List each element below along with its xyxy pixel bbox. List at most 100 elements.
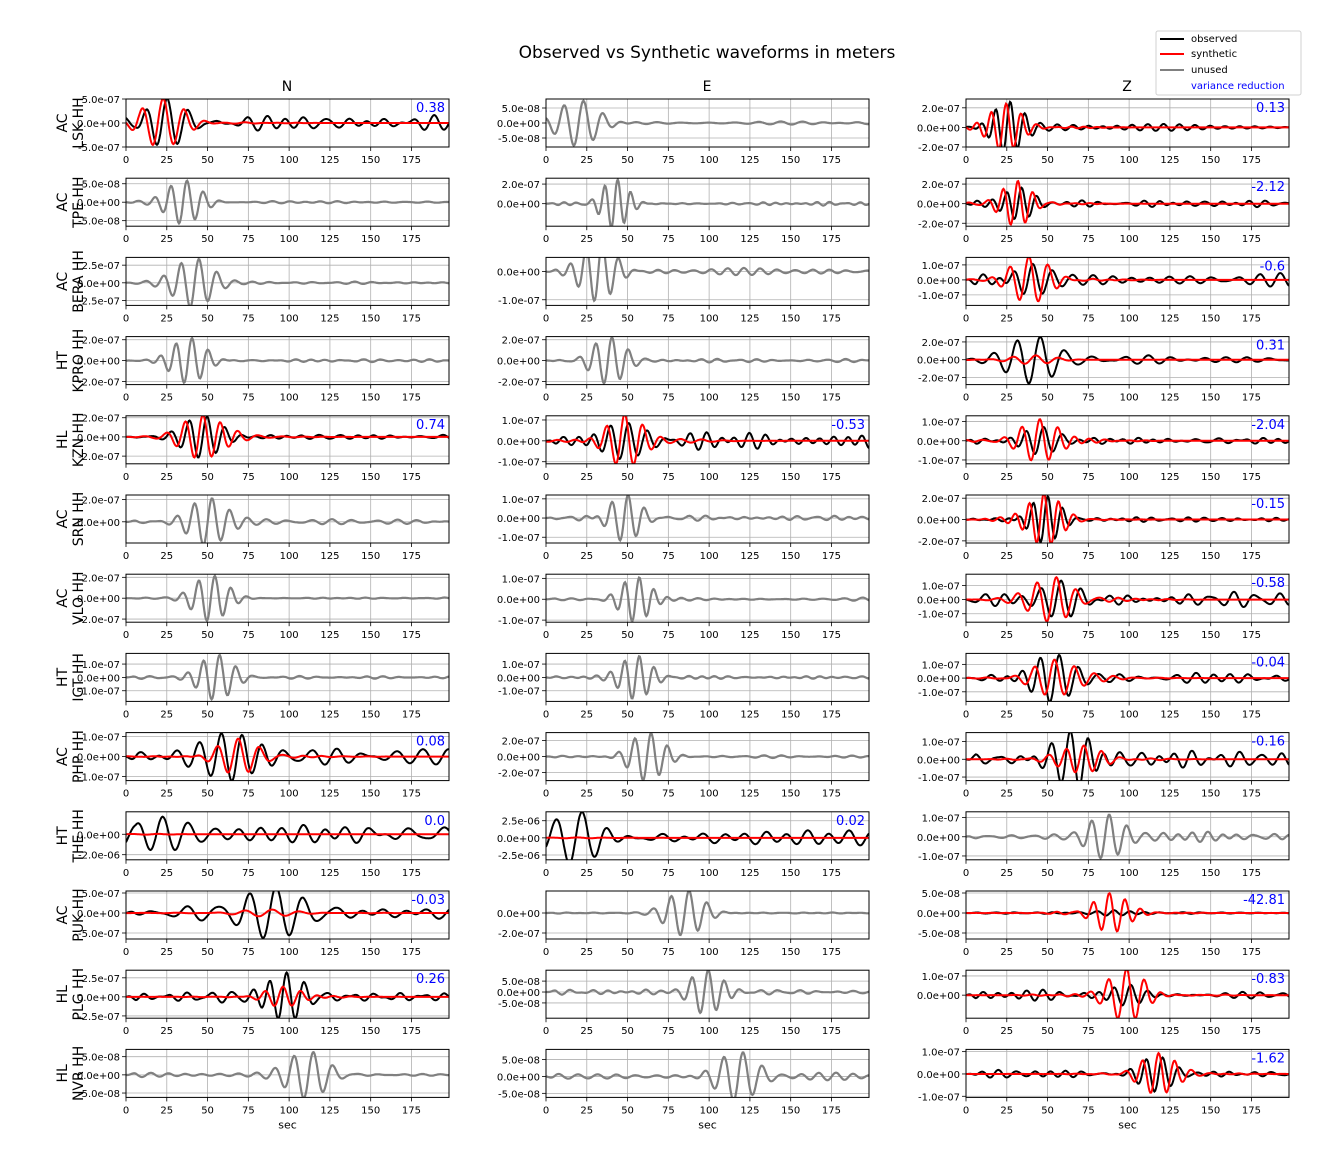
legend-label-observed: observed (1191, 34, 1237, 45)
y-tick-label: -5.0e-08 (498, 134, 540, 145)
x-tick-label: 50 (621, 393, 634, 404)
x-tick-label: 175 (822, 155, 841, 166)
x-tick-label: 75 (662, 393, 675, 404)
x-tick-label: 175 (1242, 1105, 1261, 1116)
x-tick-label: 150 (361, 630, 380, 641)
x-tick-label: 125 (320, 472, 339, 483)
x-tick-label: 50 (201, 472, 214, 483)
station-label: ACLSK HH (55, 97, 87, 148)
panel-frame (125, 732, 450, 782)
x-tick-label: 125 (1160, 789, 1179, 800)
x-tick-label: 0 (963, 1026, 969, 1037)
x-tick-label: 150 (1201, 1105, 1220, 1116)
waveform-panel: 0 25 50 75 100 125 150 175 -1.0e-07 0.0e+00 1.0e-0… (917, 573, 1290, 641)
station-label: HLKZN HH (55, 412, 87, 467)
y-tick-label: -2.0e-07 (918, 143, 960, 154)
x-tick-label: 0 (543, 313, 549, 324)
x-tick-label: 175 (822, 868, 841, 879)
x-tick-label: 50 (201, 789, 214, 800)
panel-frame (965, 336, 1290, 386)
x-tick-label: 25 (160, 393, 173, 404)
y-tick-label: 2.0e-07 (922, 494, 960, 505)
x-tick-label: 175 (1242, 868, 1261, 879)
x-tick-label: 175 (822, 1026, 841, 1037)
y-tick-label: 0.0e+00 (917, 991, 960, 1002)
y-tick-label: 0.0e+00 (497, 514, 540, 525)
x-tick-label: 150 (1201, 709, 1220, 720)
x-tick-label: 100 (280, 868, 299, 879)
waveform-panel: 0 25 50 75 100 125 150 175 -2.5e-06 0.0e+00 2.5e-0… (497, 811, 870, 879)
panel-frame (125, 573, 450, 623)
x-tick-label: 175 (402, 313, 421, 324)
x-tick-label: 0 (963, 155, 969, 166)
panel-frame (125, 98, 450, 148)
x-tick-label: 75 (662, 947, 675, 958)
panel-frame (965, 573, 1290, 623)
x-tick-label: 50 (1041, 947, 1054, 958)
y-tick-label: -2.5e-07 (78, 1012, 120, 1023)
x-tick-label: 25 (160, 1026, 173, 1037)
synthetic-trace (126, 415, 449, 459)
x-tick-label: 75 (242, 472, 255, 483)
y-tick-label: 5.0e-08 (82, 180, 120, 191)
synthetic-trace (966, 576, 1289, 623)
x-tick-label: 75 (242, 234, 255, 245)
y-tick-label: -1.0e-07 (498, 533, 540, 544)
x-tick-label: 125 (740, 393, 759, 404)
panel-background (966, 574, 1289, 623)
x-tick-label: 75 (1082, 1026, 1095, 1037)
x-tick-label: 100 (280, 313, 299, 324)
x-tick-label: 125 (1160, 155, 1179, 166)
y-tick-label: 0.0e+00 (917, 200, 960, 211)
x-tick-label: 25 (160, 472, 173, 483)
x-tick-label: 175 (822, 551, 841, 562)
y-tick-label: 0.0e+00 (917, 596, 960, 607)
panel-background (966, 257, 1289, 306)
y-tick-label: 0.0e+00 (77, 518, 120, 529)
column-title-n: N (282, 79, 292, 95)
x-tick-label: 50 (201, 1105, 214, 1116)
waveform-panel: 0 25 50 75 100 125 150 175 -2.5e-07 0.0e+00 2.5e-0… (77, 256, 450, 324)
waveform-panel: 0 25 50 75 100 125 150 175 -1.0e-07 0.0e+00 1.0e-0… (917, 652, 1290, 720)
variance-reduction-value: -42.81 (1243, 893, 1285, 908)
panel-frame (965, 1048, 1290, 1098)
panel-frame (965, 732, 1290, 782)
variance-reduction-value: 0.26 (416, 972, 445, 987)
station-network: HL (55, 430, 71, 449)
x-tick-label: 125 (740, 1026, 759, 1037)
panel-frame (125, 811, 450, 861)
panel-background (966, 732, 1289, 781)
unused-trace (126, 1050, 449, 1098)
waveform-panel: 0 25 50 75 100 125 150 175 -2.0e-07 0.0e+00 2.0e-0… (77, 414, 450, 483)
unused-trace (546, 891, 869, 937)
x-tick-label: 25 (580, 789, 593, 800)
x-tick-label: 25 (160, 155, 173, 166)
x-tick-label: 175 (402, 868, 421, 879)
panel-frame (545, 256, 870, 306)
y-tick-label: -1.0e-07 (918, 291, 960, 302)
x-tick-label: 175 (402, 472, 421, 483)
unused-trace (546, 99, 869, 147)
x-tick-label: 125 (740, 1105, 759, 1116)
x-tick-label: 150 (361, 868, 380, 879)
x-tick-label: 100 (280, 155, 299, 166)
synthetic-trace (966, 418, 1289, 462)
y-tick-label: 2.0e-07 (922, 104, 960, 115)
x-tick-label: 150 (781, 472, 800, 483)
x-tick-label: 150 (361, 393, 380, 404)
y-tick-label: 0.0e+00 (497, 200, 540, 211)
x-tick-label: 125 (740, 551, 759, 562)
waveform-panel: 0 25 50 75 100 125 150 175 -1.0e-07 0.0e+00 1.0e-0… (917, 415, 1290, 483)
variance-reduction-value: -0.16 (1251, 735, 1285, 750)
observed-trace (126, 732, 449, 781)
variance-reduction-value: -2.04 (1251, 418, 1285, 433)
station-name: LSK HH (71, 97, 87, 148)
x-tick-label: 25 (160, 868, 173, 879)
x-tick-label: 75 (662, 868, 675, 879)
x-tick-label: 150 (1201, 630, 1220, 641)
y-tick-label: -1.0e-07 (498, 616, 540, 627)
x-tick-label: 0 (543, 393, 549, 404)
observed-trace (966, 336, 1289, 385)
y-tick-label: 2.0e-07 (82, 495, 120, 506)
x-tick-label: 125 (740, 472, 759, 483)
